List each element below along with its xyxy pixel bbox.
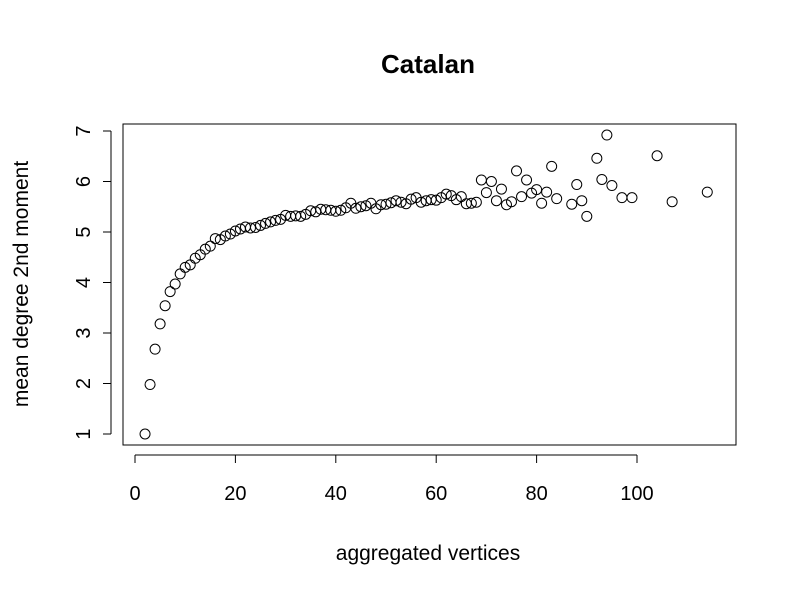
data-point: [330, 205, 342, 217]
data-point: [355, 201, 367, 213]
x-tick-label: 80: [525, 483, 547, 505]
data-point: [179, 261, 191, 273]
data-point: [511, 165, 523, 177]
y-tick-label: 4: [73, 277, 95, 288]
data-point: [139, 428, 151, 440]
data-point: [551, 193, 563, 205]
y-axis-label: mean degree 2nd moment: [10, 161, 33, 407]
data-point: [204, 240, 216, 252]
data-point: [616, 192, 628, 204]
data-point: [260, 217, 272, 229]
data-point: [390, 195, 402, 207]
x-tick-label: 20: [224, 483, 246, 505]
data-point: [440, 188, 452, 200]
data-point: [255, 219, 266, 231]
data-point: [164, 286, 176, 298]
data-point: [566, 198, 578, 210]
data-point: [169, 278, 181, 290]
data-point: [546, 160, 558, 172]
data-point: [536, 197, 548, 209]
data-point: [521, 174, 533, 186]
data-point: [490, 195, 502, 207]
data-point: [244, 222, 256, 234]
data-point: [229, 225, 241, 237]
data-point: [405, 193, 417, 205]
data-point: [415, 196, 427, 208]
data-point: [571, 179, 583, 191]
chart-title: Catalan: [381, 49, 475, 79]
data-point: [350, 202, 362, 214]
y-axis: 1 2 3 4 5 6 7: [73, 125, 112, 440]
data-point: [295, 210, 307, 222]
data-point: [701, 186, 713, 198]
y-tick-label: 3: [73, 327, 95, 338]
data-point: [541, 186, 553, 198]
data-point: [495, 183, 507, 195]
data-point: [601, 129, 613, 141]
y-tick-label: 5: [73, 226, 95, 237]
data-point: [380, 198, 392, 210]
data-point: [219, 230, 231, 242]
data-point: [516, 191, 528, 203]
data-points: [139, 129, 713, 440]
x-tick-label: 60: [425, 483, 447, 505]
data-point: [465, 197, 477, 209]
data-point: [531, 184, 543, 196]
data-point: [265, 216, 277, 228]
x-axis: 0 20 40 60 80 100: [129, 454, 654, 505]
x-tick-label: 0: [129, 483, 140, 505]
data-point: [666, 196, 678, 208]
data-point: [651, 150, 663, 162]
x-tick-label: 100: [620, 483, 653, 505]
data-point: [335, 204, 347, 216]
data-point: [480, 187, 492, 199]
data-point: [606, 180, 618, 192]
x-tick-label: 40: [325, 483, 347, 505]
data-point: [360, 200, 372, 212]
data-point: [395, 196, 407, 208]
data-point: [154, 318, 166, 330]
data-point: [581, 210, 593, 222]
data-point: [475, 174, 487, 186]
y-tick-label: 1: [73, 428, 95, 439]
data-point: [144, 379, 156, 391]
data-point: [626, 192, 638, 204]
data-point: [506, 196, 517, 208]
data-point: [149, 343, 161, 355]
data-point: [596, 173, 608, 185]
data-point: [209, 233, 221, 245]
x-axis-label: aggregated vertices: [336, 542, 520, 565]
data-point: [249, 221, 261, 233]
plot-frame: [122, 123, 737, 446]
y-tick-label: 2: [73, 378, 95, 389]
data-point: [485, 176, 497, 187]
data-point: [591, 152, 603, 164]
data-point: [270, 214, 282, 226]
data-point: [576, 195, 588, 207]
data-point: [174, 268, 186, 280]
data-point: [430, 194, 442, 206]
y-tick-label: 7: [73, 125, 95, 136]
data-point: [159, 300, 171, 312]
data-point: [470, 196, 482, 208]
y-tick-label: 6: [73, 176, 95, 187]
